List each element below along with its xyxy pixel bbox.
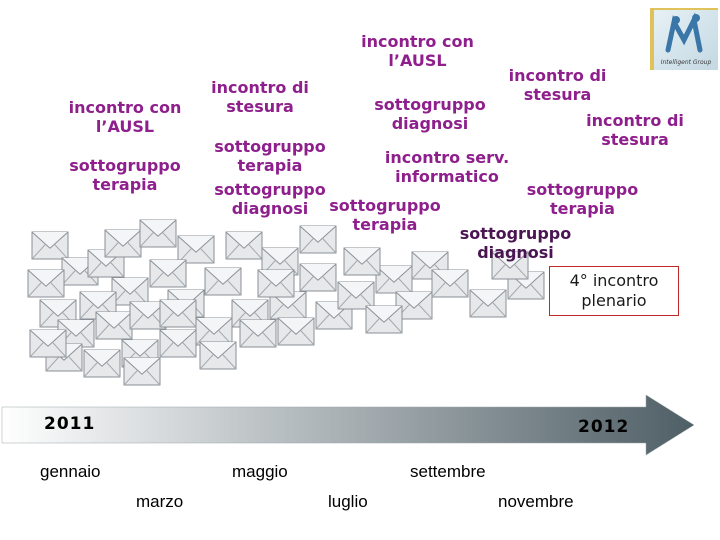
label-sottogruppo-terapia-left: sottogruppo terapia	[55, 156, 195, 194]
label-incontro-stesura-2: incontro di stesura	[495, 66, 620, 104]
envelope-icon	[149, 259, 187, 288]
label-line: l’AUSL	[388, 51, 447, 70]
envelope-icon	[29, 329, 67, 358]
envelope-icon	[204, 267, 242, 296]
month-maggio: maggio	[232, 462, 288, 481]
envelope-icon	[111, 277, 149, 306]
envelope-icon	[95, 311, 133, 340]
envelope-icon	[225, 231, 263, 260]
label-line: terapia	[352, 215, 418, 234]
label-incontro-ausl-left: incontro con l’AUSL	[55, 98, 195, 136]
label-line: terapia	[92, 175, 158, 194]
envelope-icon	[177, 235, 215, 264]
label-line: stesura	[226, 97, 294, 116]
year-start: 2011	[44, 414, 96, 434]
label-line: incontro di	[586, 111, 684, 130]
plenary-line: plenario	[581, 291, 647, 310]
label-line: terapia	[550, 199, 615, 218]
label-line: incontro di	[508, 66, 607, 85]
envelope-icon	[491, 251, 529, 280]
label-sottogruppo-terapia-4: sottogruppo terapia	[510, 180, 655, 218]
label-incontro-serv-informatico: incontro serv. informatico	[372, 148, 522, 186]
label-line: terapia	[237, 156, 303, 175]
label-line: diagnosi	[477, 243, 554, 262]
logo: Intelligent Group	[650, 8, 718, 70]
plenary-line: 4° incontro	[569, 271, 659, 290]
envelope-icon	[299, 263, 337, 292]
label-line: sottogruppo	[214, 180, 326, 199]
envelope-icon	[123, 357, 161, 386]
month-settembre: settembre	[410, 462, 486, 481]
label-incontro-stesura-1: incontro di stesura	[195, 78, 325, 116]
month-novembre: novembre	[498, 492, 574, 511]
envelope-icon	[277, 317, 315, 346]
envelope-icon	[257, 269, 295, 298]
envelope-icon	[195, 317, 233, 346]
label-sottogruppo-diagnosi-1: sottogruppo diagnosi	[200, 180, 340, 218]
month-luglio: luglio	[328, 492, 368, 511]
year-end: 2012	[578, 417, 630, 437]
envelope-icon	[104, 229, 142, 258]
label-sottogruppo-terapia-3: sottogruppo terapia	[315, 196, 455, 234]
envelope-icon	[139, 219, 177, 248]
envelope-icon	[31, 231, 69, 260]
month-gennaio: gennaio	[40, 462, 101, 481]
envelope-icon	[83, 349, 121, 378]
label-line: l’AUSL	[95, 117, 155, 136]
label-line: incontro di	[211, 78, 309, 97]
label-line: informatico	[395, 167, 499, 186]
timeline-arrow	[1, 395, 695, 455]
label-incontro-stesura-3: incontro di stesura	[570, 111, 700, 149]
envelope-icon	[199, 341, 237, 370]
label-line: diagnosi	[391, 114, 469, 133]
label-line: incontro con	[361, 32, 474, 51]
label-line: stesura	[523, 85, 592, 104]
logo-figure-icon: Intelligent Group	[661, 12, 712, 66]
month-marzo: marzo	[136, 492, 184, 511]
label-sottogruppo-terapia-2: sottogruppo terapia	[200, 137, 340, 175]
label-line: incontro con	[68, 98, 182, 117]
label-line: sottogruppo	[329, 196, 441, 215]
label-line: sottogruppo	[214, 137, 326, 156]
label-sottogruppo-diagnosi-2: sottogruppo diagnosi	[360, 95, 500, 133]
envelope-icon	[239, 319, 277, 348]
envelope-icon	[431, 269, 469, 298]
envelope-icon	[365, 305, 403, 334]
plenary-meeting-box: 4° incontro plenario	[549, 266, 679, 316]
envelope-icon	[375, 265, 413, 294]
envelope-icon	[343, 247, 381, 276]
logo-text: Intelligent Group	[661, 59, 712, 66]
label-incontro-ausl-top: incontro con l’AUSL	[345, 32, 490, 70]
label-line: incontro serv.	[384, 148, 510, 167]
label-line: sottogruppo	[374, 95, 486, 114]
envelope-icon	[337, 281, 375, 310]
envelope-icon	[395, 291, 433, 320]
envelope-icon	[27, 269, 65, 298]
envelope-icon	[299, 225, 337, 254]
label-line: sottogruppo	[526, 180, 639, 199]
label-sottogruppo-diagnosi-3: sottogruppo diagnosi	[443, 224, 588, 262]
envelope-cluster	[27, 219, 545, 386]
envelope-icon	[469, 289, 507, 318]
label-line: stesura	[601, 130, 669, 149]
label-line: sottogruppo	[459, 224, 572, 243]
envelope-icon	[159, 299, 197, 328]
label-line: sottogruppo	[69, 156, 181, 175]
label-line: diagnosi	[231, 199, 309, 218]
envelope-icon	[159, 329, 197, 358]
